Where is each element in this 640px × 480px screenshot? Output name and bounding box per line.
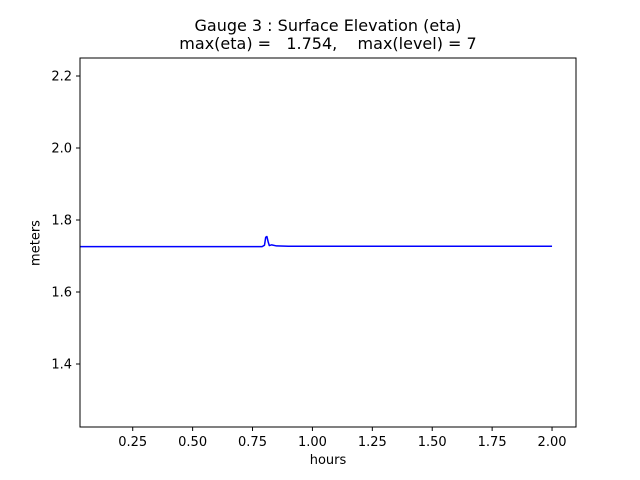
y-tick-label: 1.8 — [51, 214, 72, 229]
x-tick-label: 1.75 — [478, 435, 507, 450]
y-tick-label: 2.0 — [51, 142, 72, 157]
y-tick-label: 2.2 — [51, 70, 72, 85]
y-tick-label: 1.6 — [51, 286, 72, 301]
series-layer — [80, 235, 553, 248]
x-tick-label: 0.75 — [238, 435, 267, 450]
x-tick-label: 1.50 — [418, 435, 447, 450]
y-axis-label: meters — [28, 220, 44, 266]
x-axis: 0.25 0.50 0.75 1.00 1.25 1.50 1.75 2.00 — [118, 427, 567, 450]
chart-title: Gauge 3 : Surface Elevation (eta) — [194, 16, 462, 35]
series-line-eta — [80, 235, 553, 248]
x-axis-label: hours — [309, 453, 347, 468]
x-tick-label: 0.25 — [118, 435, 147, 450]
plot-frame — [79, 57, 577, 428]
y-axis: 1.4 1.6 1.8 2.0 2.2 — [51, 70, 80, 373]
x-tick-label: 1.25 — [358, 435, 387, 450]
plot-frame — [79, 57, 577, 428]
x-tick-label: 1.00 — [298, 435, 327, 450]
chart-subtitle: max(eta) = 1.754, max(level) = 7 — [179, 34, 477, 53]
x-tick-label: 2.00 — [538, 435, 567, 450]
x-tick-label: 0.50 — [178, 435, 207, 450]
y-tick-label: 1.4 — [51, 358, 72, 373]
